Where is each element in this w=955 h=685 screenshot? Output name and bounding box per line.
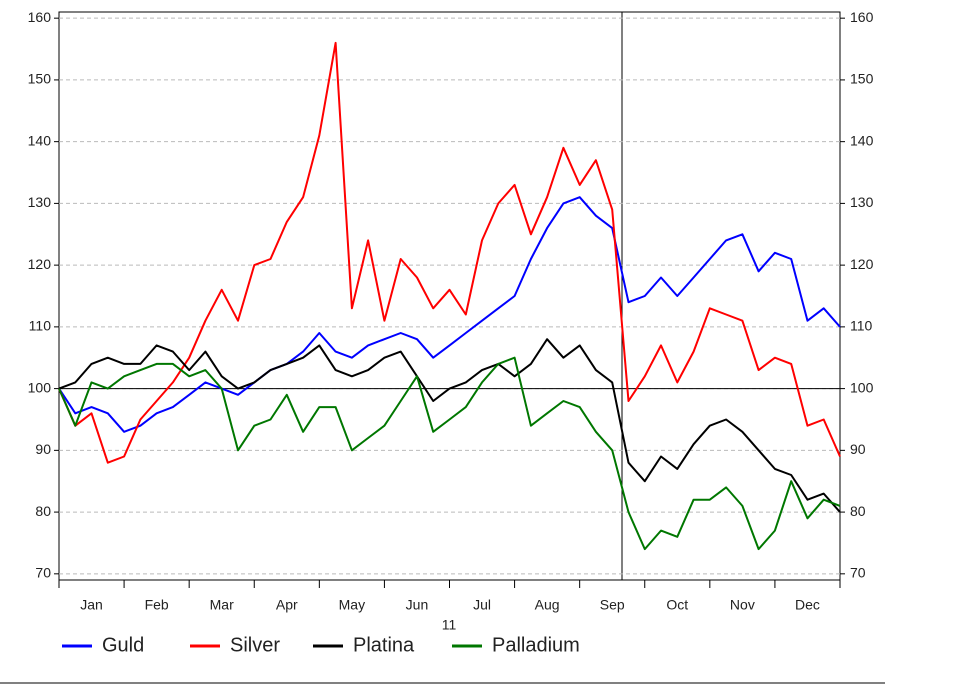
y-tick-label: 100 — [28, 379, 52, 395]
x-tick-label: Jan — [80, 597, 103, 613]
y-tick-label: 150 — [28, 71, 52, 87]
x-tick-label: Dec — [795, 597, 820, 613]
y-tick-label: 140 — [28, 132, 52, 148]
y-tick-label: 110 — [29, 318, 52, 334]
y-tick-label: 160 — [28, 9, 52, 25]
x-axis-label: 11 — [442, 617, 457, 633]
y-tick-label: 80 — [35, 503, 51, 519]
y2-tick-label: 70 — [850, 565, 866, 581]
x-tick-label: Apr — [276, 597, 298, 613]
x-tick-label: Oct — [666, 597, 688, 613]
y2-tick-label: 110 — [850, 318, 873, 334]
y2-tick-label: 80 — [850, 503, 866, 519]
series-line — [58, 338, 841, 513]
x-tick-label: Jul — [473, 597, 491, 613]
x-tick-label: Jun — [406, 597, 429, 613]
legend-label: Silver — [230, 634, 280, 656]
x-tick-label: Mar — [210, 597, 234, 613]
y-tick-label: 130 — [28, 194, 52, 210]
legend-label: Platina — [353, 634, 415, 656]
plot-frame — [58, 11, 841, 581]
x-tick-label: Sep — [600, 597, 625, 613]
legend-label: Guld — [102, 634, 144, 656]
series-line — [58, 196, 841, 433]
series-line — [58, 41, 841, 464]
y2-tick-label: 90 — [850, 441, 866, 457]
y-tick-label: 90 — [35, 441, 51, 457]
x-tick-label: Feb — [145, 597, 169, 613]
y-tick-label: 120 — [28, 256, 52, 272]
x-tick-label: May — [339, 597, 365, 613]
x-tick-label: Aug — [535, 597, 560, 613]
x-tick-label: Nov — [730, 597, 755, 613]
y2-tick-label: 140 — [850, 132, 874, 148]
legend-label: Palladium — [492, 634, 580, 656]
y2-tick-label: 150 — [850, 71, 874, 87]
y-tick-label: 70 — [35, 565, 51, 581]
series-line — [58, 356, 841, 551]
y2-tick-label: 160 — [850, 9, 874, 25]
y2-tick-label: 100 — [850, 379, 874, 395]
y2-tick-label: 120 — [850, 256, 874, 272]
y2-tick-label: 130 — [850, 194, 874, 210]
